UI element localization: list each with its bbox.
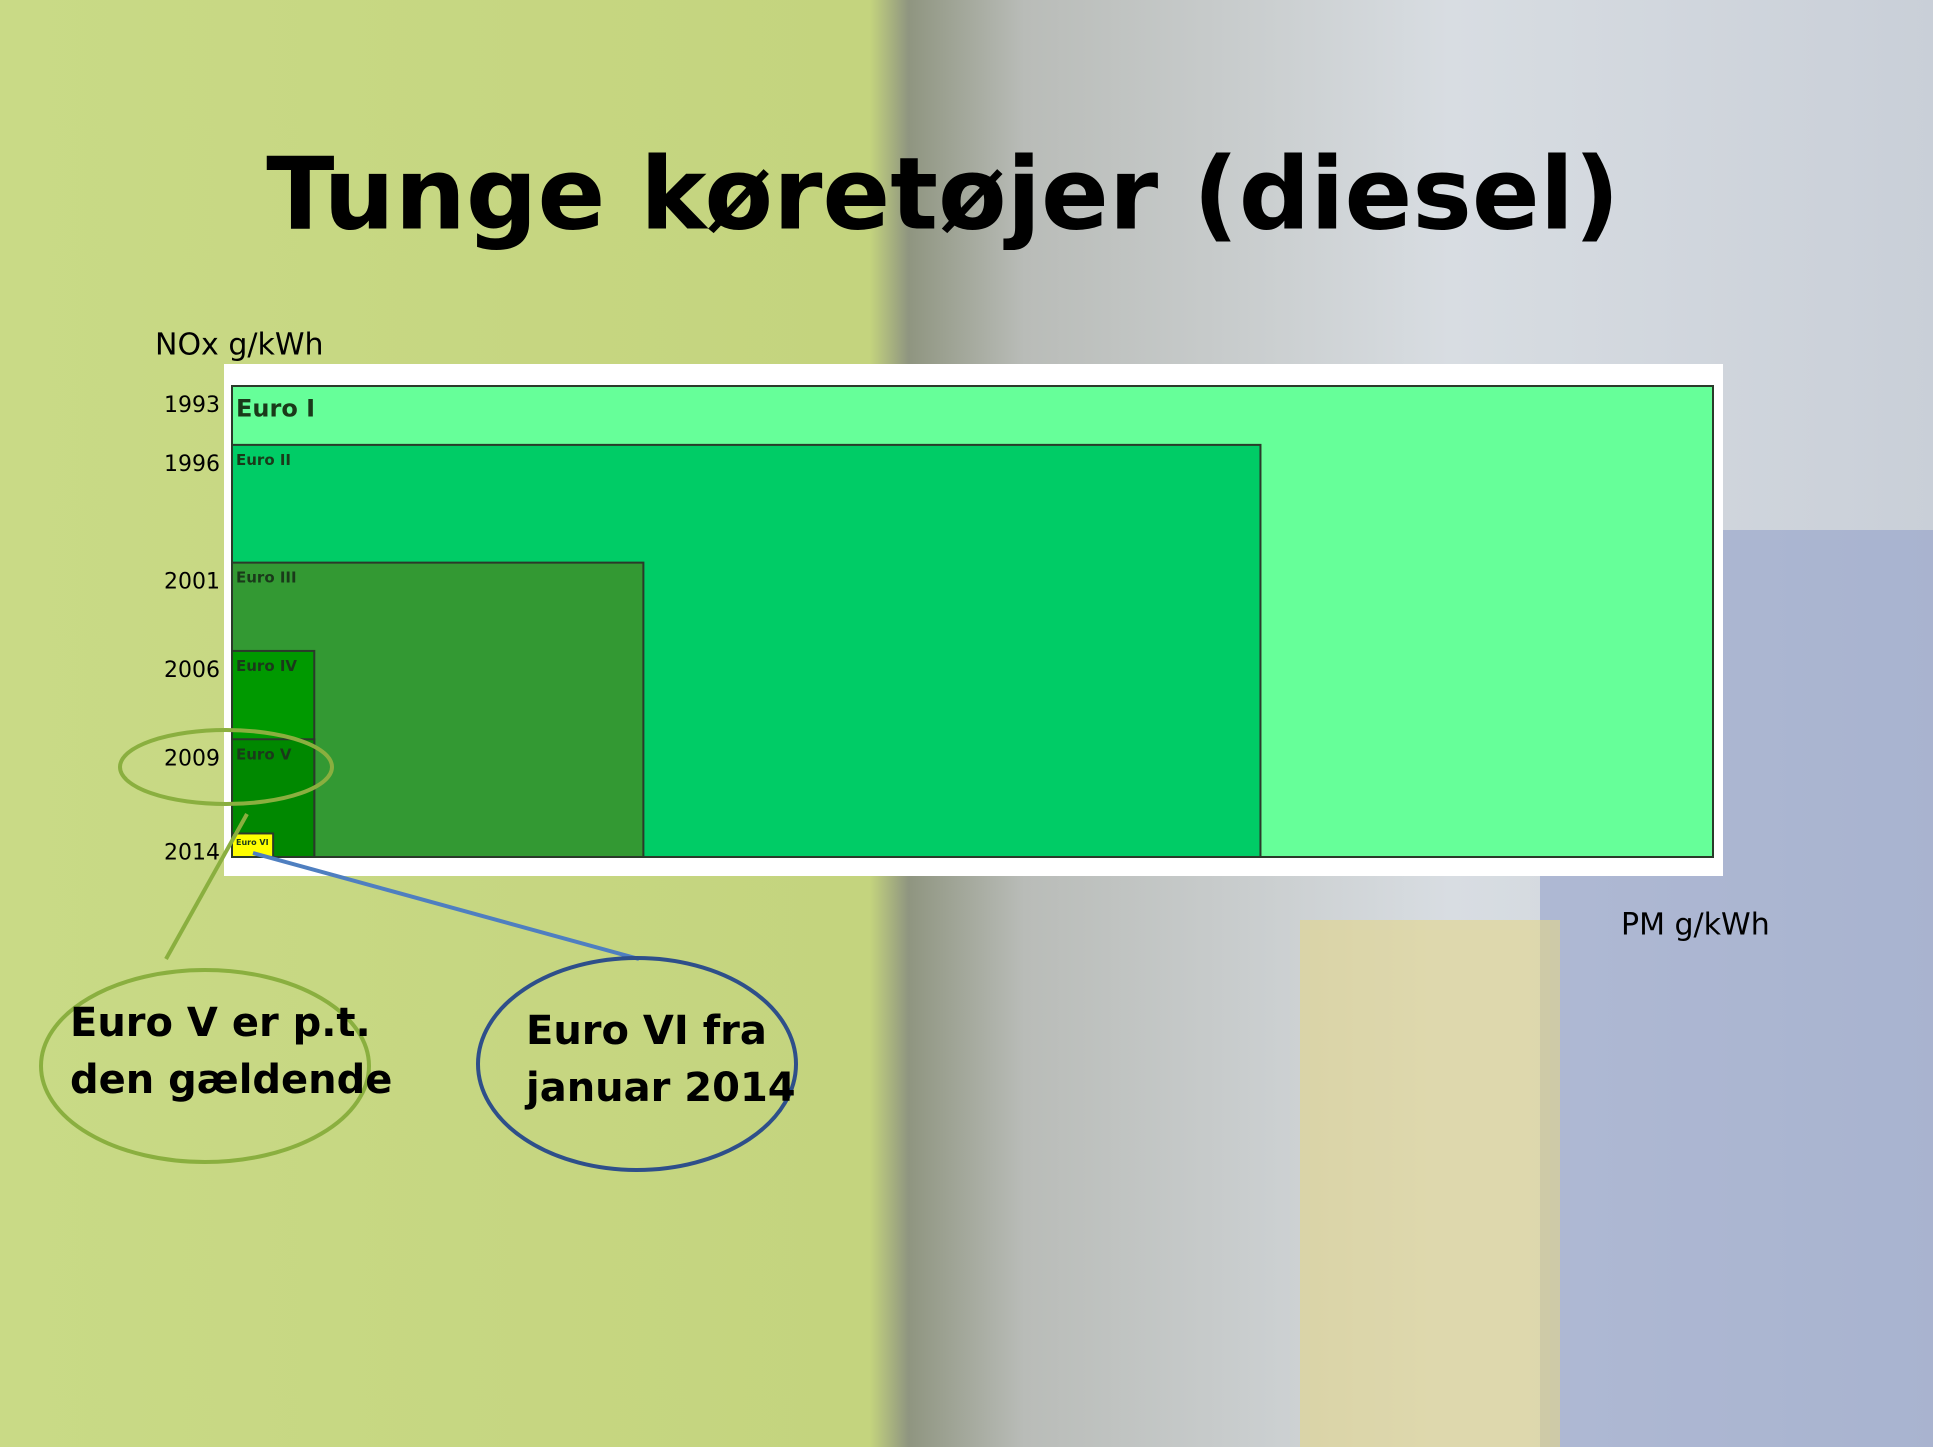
callout-line [164, 813, 249, 960]
slide-title: Tunge køretøjer (diesel) [266, 135, 1619, 252]
callout-text: den gældende [70, 1057, 392, 1103]
area-label: Euro II [236, 451, 291, 469]
plot: Euro I 1993 Euro II 1996 Euro III 2001 Euro IV… [164, 385, 1714, 865]
year-label: 2001 [164, 570, 220, 595]
year-label: 1993 [164, 393, 220, 418]
callout-ellipse [39, 968, 371, 1164]
callouts: Euro V er p.t. den gældende Euro VI fra jan… [39, 728, 798, 1172]
y-axis-label: NOx g/kWh [155, 328, 324, 363]
callout-text: januar 2014 [524, 1065, 796, 1111]
year-label: 1996 [164, 452, 220, 477]
year-label: 2014 [164, 840, 220, 865]
area-label: Euro I [236, 395, 315, 423]
callout-text: Euro V er p.t. [70, 1000, 371, 1046]
callout-text: Euro VI fra [526, 1008, 767, 1054]
x-axis-label: PM g/kWh [1621, 908, 1770, 943]
area-label: Euro V [236, 745, 292, 763]
highlight-ellipse [118, 728, 334, 806]
area-label: Euro IV [236, 657, 297, 675]
year-label: 2006 [164, 658, 220, 683]
callout-line [252, 851, 640, 961]
callout-ellipse [476, 956, 798, 1172]
emission-area [231, 832, 275, 859]
year-label: 2009 [164, 746, 220, 771]
area-label: Euro VI [236, 838, 269, 847]
background-truck [1300, 920, 1560, 1447]
area-label: Euro III [236, 569, 297, 587]
